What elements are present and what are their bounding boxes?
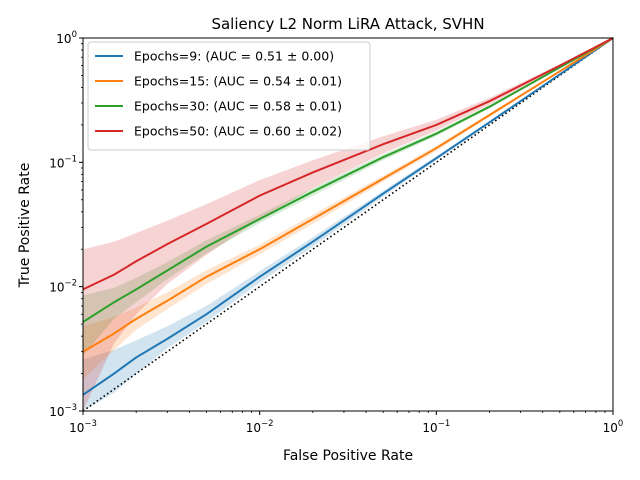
chance-baseline (82, 37, 614, 412)
y-tick-label-1: 10−3 (49, 403, 77, 419)
y-tick-label-2: 10−2 (49, 279, 77, 295)
legend-label-3: Epochs=30: (AUC = 0.58 ± 0.01) (134, 99, 342, 114)
series-band-1 (83, 38, 613, 411)
confidence-bands (83, 38, 613, 411)
baseline-line (82, 37, 614, 412)
series-line-2 (82, 37, 614, 353)
series-line-3 (82, 37, 614, 323)
series-band-4 (83, 38, 613, 411)
x-tick-label-4: 100 (603, 419, 624, 435)
series-line-4 (82, 37, 614, 291)
x-axis-label: False Positive Rate (283, 448, 413, 464)
series-lines (82, 37, 614, 396)
legend-label-4: Epochs=50: (AUC = 0.60 ± 0.02) (134, 124, 342, 139)
legend-label-1: Epochs=9: (AUC = 0.51 ± 0.00) (134, 49, 334, 64)
legend-label-2: Epochs=15: (AUC = 0.54 ± 0.01) (134, 74, 342, 89)
x-tick-label-2: 10−2 (246, 419, 274, 435)
x-axis-ticks: 10−3 10−2 10−1 100 (69, 411, 623, 435)
plot-area-frame (82, 37, 614, 412)
legend: Epochs=9: (AUC = 0.51 ± 0.00) Epochs=15: … (87, 41, 371, 151)
legend-box (87, 41, 371, 151)
y-axis-label: True Positive Rate (17, 163, 33, 289)
x-tick-label-3: 10−1 (422, 419, 450, 435)
y-axis-ticks: 10−3 10−2 10−1 100 (49, 30, 83, 419)
x-tick-label-1: 10−3 (69, 419, 97, 435)
y-tick-label-3: 10−1 (49, 154, 77, 170)
chart-title: Saliency L2 Norm LiRA Attack, SVHN (211, 15, 484, 33)
series-line-1 (82, 37, 614, 396)
y-tick-label-4: 100 (56, 30, 77, 46)
